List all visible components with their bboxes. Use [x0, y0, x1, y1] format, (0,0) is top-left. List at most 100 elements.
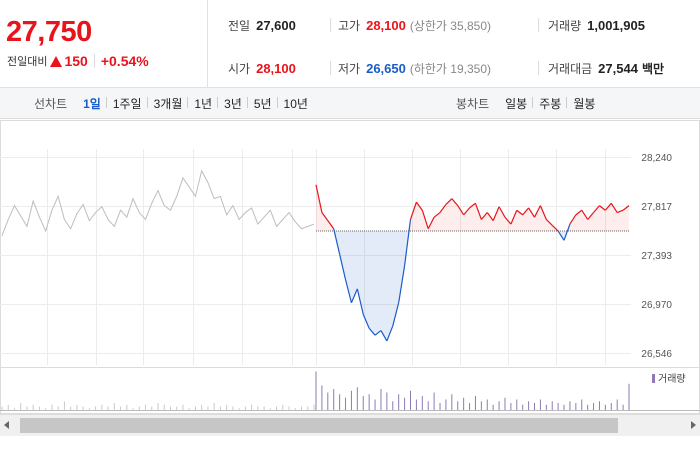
price-segment-up [622, 205, 630, 211]
scroll-thumb[interactable] [20, 418, 618, 433]
area-fill [534, 205, 541, 232]
price-chart-svg: 28,240 27,817 27,393 26,970 26,546 거래량 [0, 120, 700, 414]
area-fill [339, 231, 346, 280]
prev-day-line [1, 169, 315, 236]
price-segment-up [599, 205, 606, 211]
period-5y[interactable]: 5년 [246, 95, 278, 112]
y-tick-label: 26,970 [641, 300, 672, 311]
price-segment-up [480, 212, 488, 220]
candle-monthly[interactable]: 월봉 [566, 95, 601, 112]
area-fill [316, 184, 322, 232]
area-fill [386, 231, 393, 341]
price-segment-up [427, 216, 435, 230]
area-fill [487, 212, 494, 232]
price-segment-up [315, 184, 323, 213]
area-fill [564, 224, 570, 241]
price-segment-down [557, 230, 565, 241]
period-3m[interactable]: 3개월 [146, 95, 189, 112]
stat-value: 28,100 [256, 61, 296, 76]
scroll-left-icon[interactable] [4, 421, 9, 429]
price-segment-down [350, 288, 358, 304]
period-1w[interactable]: 1주일 [105, 95, 148, 112]
area-fill [380, 231, 387, 341]
area-fill [398, 231, 405, 303]
price-summary: 27,750 전일대비 150 +0.54% 전일 27,600 고가 28,1… [0, 0, 700, 88]
area-fill [581, 210, 588, 232]
stat-volume: 거래량 1,001,905 [548, 17, 645, 34]
area-fill [499, 206, 505, 232]
stat-label: 고가 [338, 19, 361, 33]
area-fill [575, 210, 582, 232]
area-fill [599, 205, 606, 232]
period-3y[interactable]: 3년 [217, 95, 248, 112]
stat-sub: (하한가 19,350) [409, 62, 492, 76]
stat-unit: 백만 [641, 62, 665, 76]
y-tick-label: 26,546 [641, 349, 672, 360]
stat-high: 고가 28,100 (상한가 35,850) [338, 17, 491, 34]
area-fill [617, 210, 624, 232]
chart-toolbar: 선차트 1일 1주일 3개월 1년 3년 5년 10년 봉차트 일봉 주봉 월봉 [0, 88, 700, 119]
price-segment-up [327, 220, 335, 230]
current-price: 27,750 [6, 16, 92, 48]
candle-weekly[interactable]: 주봉 [532, 95, 567, 112]
price-segment-up [463, 207, 471, 216]
price-segment-up [474, 203, 482, 220]
current-price-box: 27,750 전일대비 150 +0.54% [0, 0, 208, 88]
area-fill [469, 203, 476, 232]
line-chart-periods: 선차트 1일 1주일 3개월 1년 3년 5년 10년 [34, 88, 314, 119]
period-1y[interactable]: 1년 [187, 95, 218, 112]
divider [330, 61, 331, 75]
price-segment-up [610, 202, 618, 213]
price-segment-up [593, 205, 600, 213]
price-segment-up [421, 210, 429, 229]
price-segment-up [415, 201, 423, 211]
price-segment-up [569, 214, 577, 225]
price-segment-down [368, 327, 376, 336]
price-segment-up [545, 219, 553, 226]
price-change-row: 전일대비 150 +0.54% [7, 53, 149, 69]
price-chart: 28,240 27,817 27,393 26,970 26,546 거래량 [0, 120, 700, 414]
line-chart-label: 선차트 [34, 97, 68, 111]
price-segment-up [457, 205, 465, 216]
area-fill [392, 231, 399, 326]
chart-scrollbar[interactable] [0, 414, 700, 436]
area-fill [528, 207, 535, 232]
price-segment-down [362, 314, 370, 329]
diff-label: 전일대비 [7, 56, 48, 68]
area-fill [546, 219, 553, 232]
area-fill [611, 203, 618, 232]
divider [93, 54, 95, 68]
up-triangle-icon [50, 55, 63, 67]
area-fill [410, 202, 417, 232]
volume-legend-swatch [652, 374, 655, 383]
price-segment-up [616, 209, 624, 214]
stat-sub: (상한가 35,850) [409, 19, 492, 33]
y-tick-label: 27,817 [641, 202, 672, 213]
price-segment-up [528, 207, 536, 218]
area-fill [593, 205, 600, 232]
candle-chart-periods: 봉차트 일봉 주봉 월봉 [456, 88, 601, 119]
divider [538, 18, 539, 32]
period-10y[interactable]: 10년 [276, 95, 314, 112]
stat-value: 27,600 [256, 18, 296, 33]
area-fill [569, 214, 576, 232]
area-fill [451, 198, 458, 232]
price-segment-down [392, 302, 400, 327]
price-segment-up [445, 198, 453, 205]
price-segment-down [563, 223, 571, 241]
area-fill [457, 205, 464, 232]
period-1d[interactable]: 1일 [83, 97, 101, 111]
stat-value: 27,544 [598, 61, 638, 76]
price-segment-up [492, 206, 500, 221]
stat-label: 거래대금 [548, 62, 593, 76]
area-fill [416, 202, 423, 232]
candle-daily[interactable]: 일봉 [505, 97, 528, 111]
area-fill [375, 231, 381, 336]
y-tick-label: 28,240 [641, 153, 672, 164]
price-segment-down [339, 254, 347, 280]
stat-trading-value: 거래대금 27,544 백만 [548, 60, 664, 77]
price-segment-up [587, 212, 595, 220]
price-segment-up [439, 204, 447, 213]
scroll-right-icon[interactable] [691, 421, 696, 429]
price-segment-down [386, 325, 394, 342]
